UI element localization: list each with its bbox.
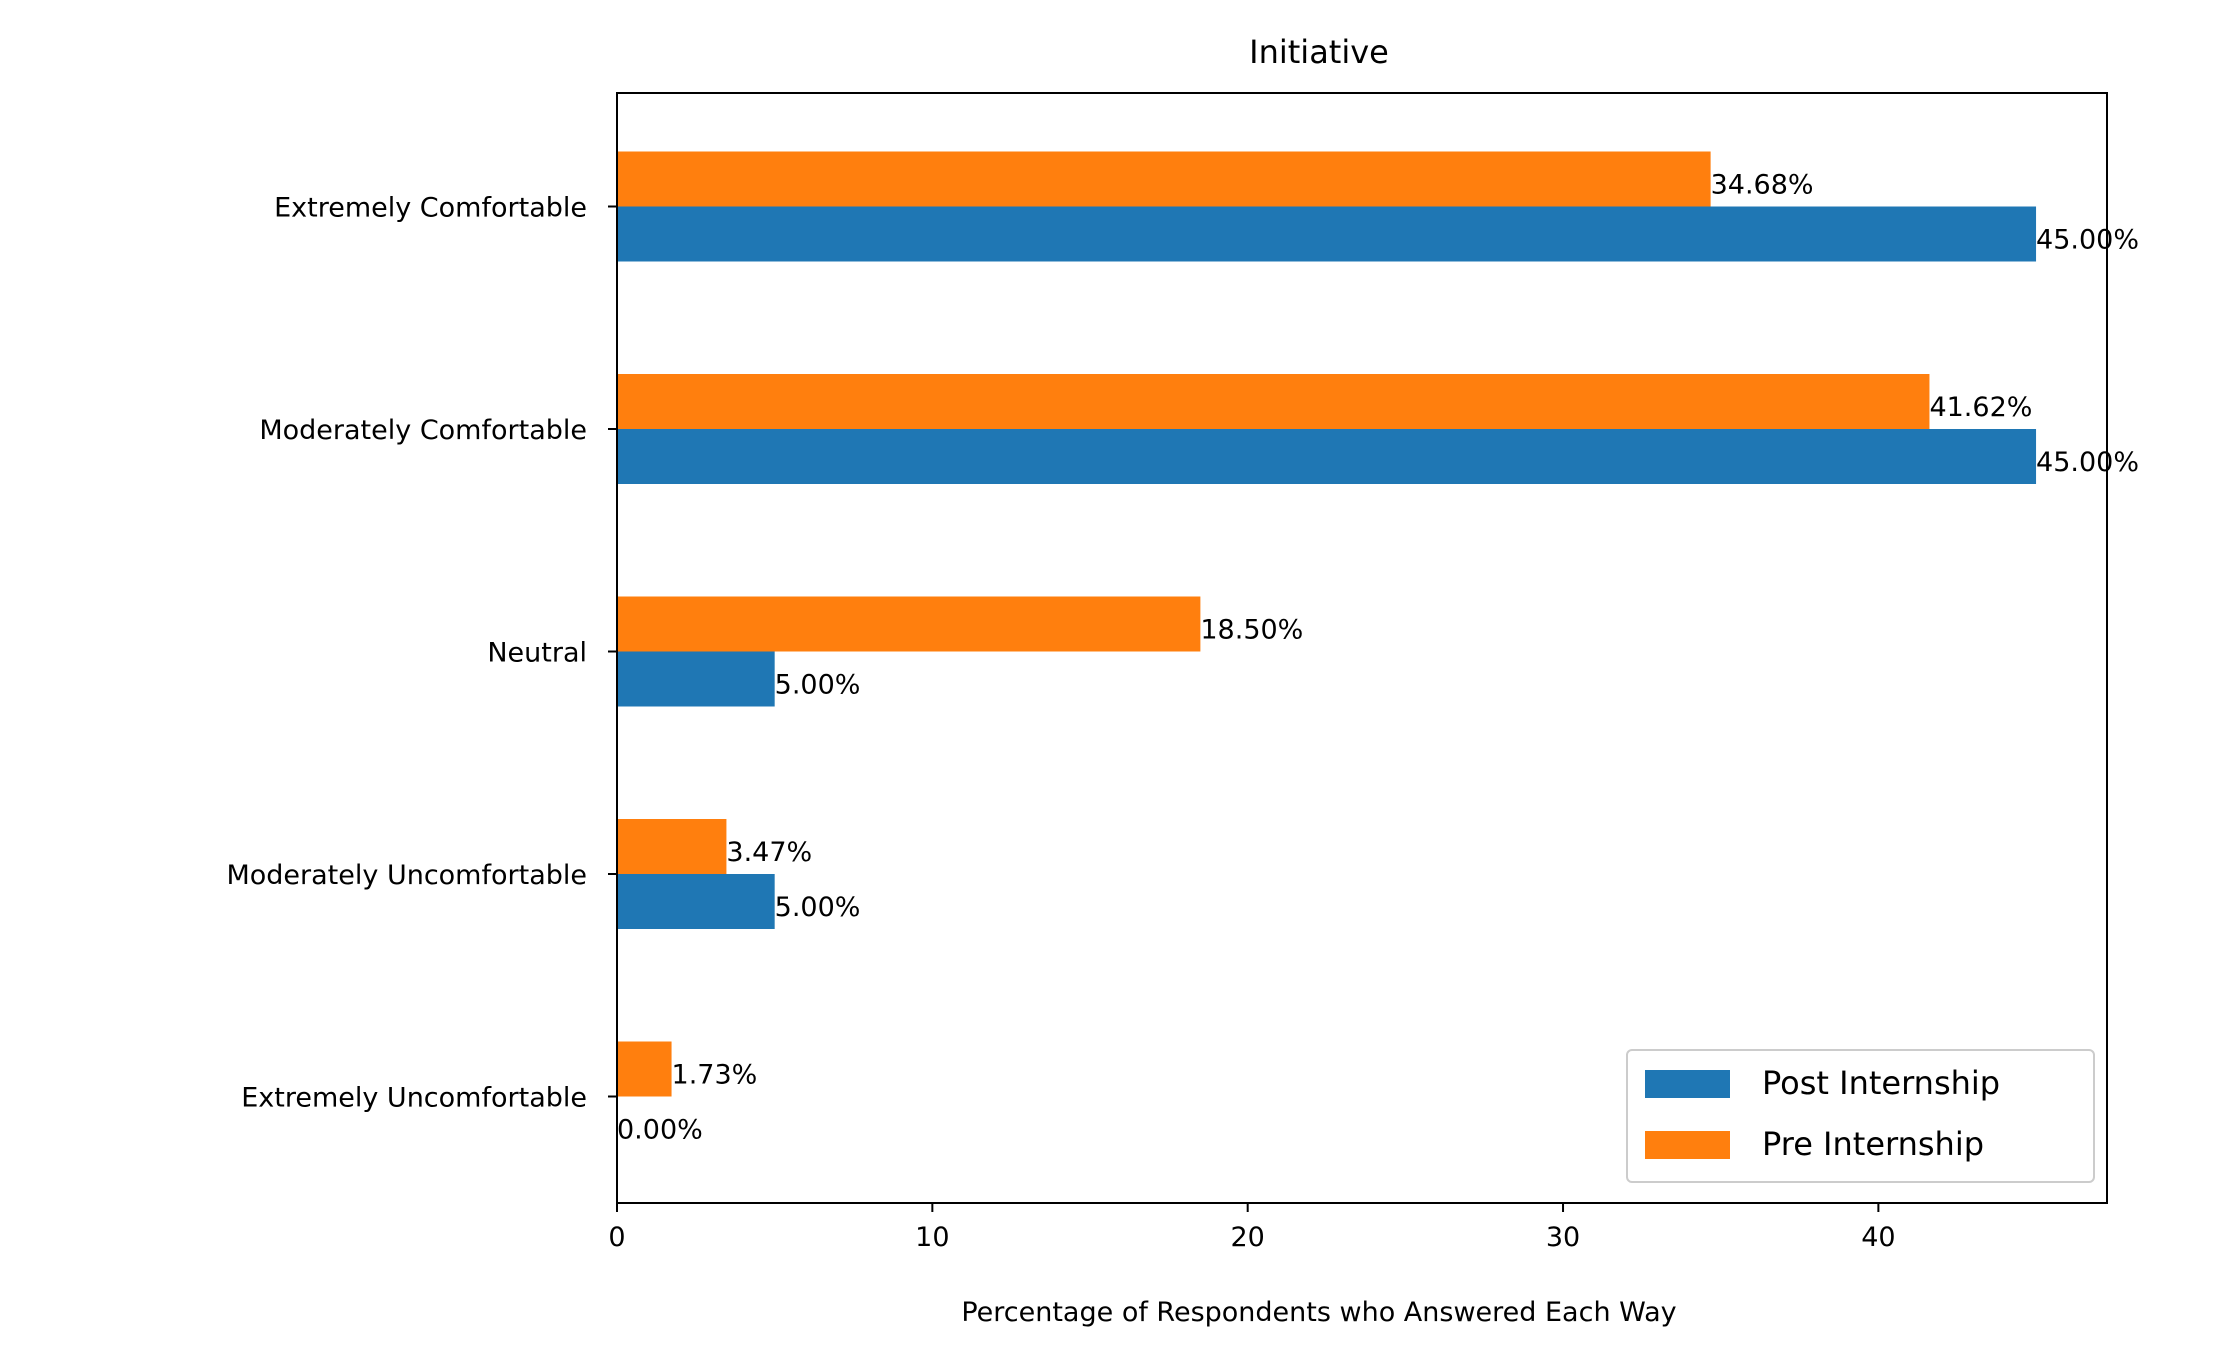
- bar-pre-internship-extremely-comfortable: [617, 151, 1711, 207]
- data-label-pre-internship-extremely-uncomfortable: 1.73%: [672, 1060, 758, 1091]
- bar-post-internship-extremely-comfortable: [617, 206, 2037, 262]
- data-label-post-internship-extremely-uncomfortable: 0.00%: [617, 1115, 703, 1146]
- data-label-pre-internship-extremely-comfortable: 34.68%: [1711, 170, 1814, 201]
- bar-pre-internship-moderately-uncomfortable: [617, 819, 727, 874]
- data-label-post-internship-extremely-comfortable: 45.00%: [2036, 225, 2139, 256]
- legend-label-post-internship: Post Internship: [1762, 1064, 2000, 1102]
- chart-title: Initiative: [1249, 33, 1389, 71]
- y-tick-label-neutral: Neutral: [487, 638, 587, 669]
- x-tick-label-0: 0: [608, 1222, 625, 1253]
- x-tick-label-40: 40: [1861, 1222, 1895, 1253]
- data-label-pre-internship-neutral: 18.50%: [1200, 615, 1303, 646]
- legend-swatch-post-internship: [1645, 1070, 1730, 1098]
- y-tick-label-extremely-comfortable: Extremely Comfortable: [274, 193, 587, 224]
- x-tick-label-10: 10: [915, 1222, 949, 1253]
- data-label-post-internship-moderately-uncomfortable: 5.00%: [775, 892, 861, 923]
- bar-pre-internship-extremely-uncomfortable: [617, 1041, 672, 1097]
- bar-post-internship-moderately-uncomfortable: [617, 874, 775, 929]
- data-label-post-internship-neutral: 5.00%: [775, 670, 861, 701]
- legend-label-pre-internship: Pre Internship: [1762, 1125, 1984, 1163]
- legend-swatch-pre-internship: [1645, 1131, 1730, 1159]
- data-label-post-internship-moderately-comfortable: 45.00%: [2036, 447, 2139, 478]
- legend-box: [1626, 1049, 2095, 1183]
- legend: Post Internship Pre Internship: [1626, 1049, 2095, 1183]
- x-axis-label: Percentage of Respondents who Answered E…: [961, 1297, 1676, 1328]
- bar-pre-internship-neutral: [617, 596, 1201, 652]
- y-tick-label-moderately-comfortable: Moderately Comfortable: [259, 415, 587, 446]
- bar-pre-internship-moderately-comfortable: [617, 374, 1930, 429]
- bar-post-internship-neutral: [617, 651, 775, 707]
- plot-area: 45.00%34.68%45.00%41.62%5.00%18.50%5.00%…: [617, 151, 2139, 1146]
- x-tick-label-20: 20: [1231, 1222, 1265, 1253]
- y-tick-label-moderately-uncomfortable: Moderately Uncomfortable: [226, 860, 587, 891]
- y-axis: Extremely Comfortable Moderately Comforta…: [226, 193, 617, 1114]
- plot-frame: [616, 92, 2108, 1204]
- data-label-pre-internship-moderately-comfortable: 41.62%: [1929, 392, 2032, 423]
- data-label-pre-internship-moderately-uncomfortable: 3.47%: [726, 837, 812, 868]
- y-tick-label-extremely-uncomfortable: Extremely Uncomfortable: [241, 1083, 587, 1114]
- bar-post-internship-moderately-comfortable: [617, 429, 2037, 484]
- x-tick-label-30: 30: [1546, 1222, 1580, 1253]
- x-axis: 0 10 20 30 40: [608, 1203, 1896, 1253]
